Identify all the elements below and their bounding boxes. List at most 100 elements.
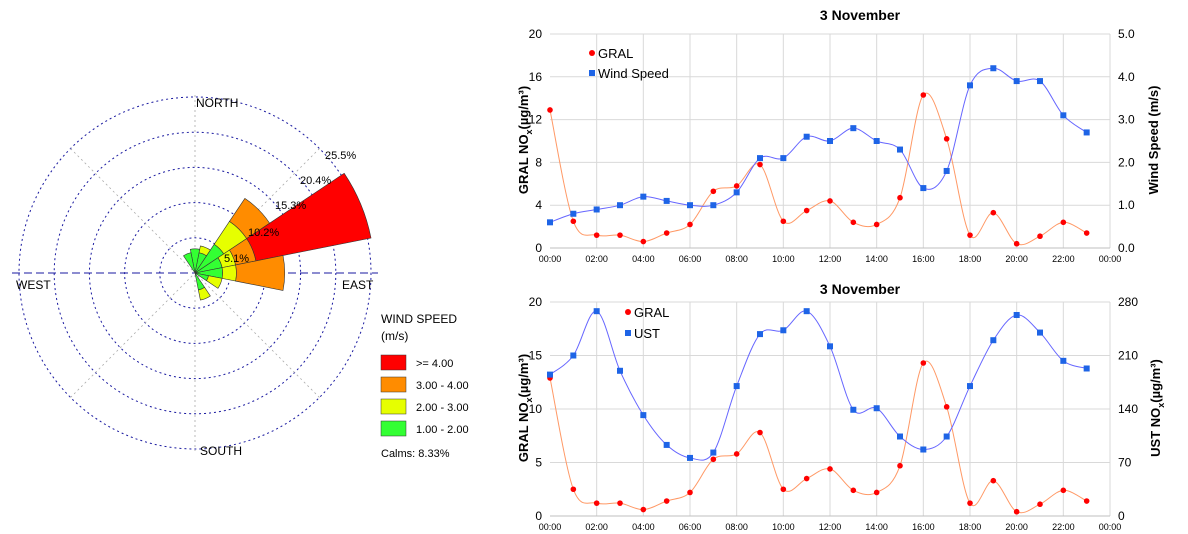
chart-title: 3 November xyxy=(820,7,901,23)
x-tick-label: 06:00 xyxy=(679,254,702,264)
y-tick-left: 4 xyxy=(535,198,542,212)
data-point-gral xyxy=(967,500,973,506)
x-tick-label: 18:00 xyxy=(959,254,982,264)
x-tick-label: 00:00 xyxy=(1099,522,1122,532)
data-point-gral xyxy=(1083,498,1090,504)
data-point-ust xyxy=(827,343,833,350)
x-tick-label: 00:00 xyxy=(539,522,562,532)
series-markers xyxy=(547,308,1090,515)
data-point-wind-speed xyxy=(570,210,577,217)
x-tick-label: 20:00 xyxy=(1005,254,1028,264)
data-point-ust xyxy=(733,383,740,390)
data-point-wind-speed xyxy=(943,167,950,174)
legend-label-1: >= 4.00 xyxy=(416,358,453,370)
data-point-wind-speed xyxy=(1060,112,1067,119)
data-point-gral xyxy=(757,161,763,168)
legend-marker-ust xyxy=(625,330,631,336)
data-point-wind-speed xyxy=(640,193,647,200)
data-point-gral xyxy=(593,500,600,506)
y-tick-left: 16 xyxy=(529,70,543,84)
x-axis: 00:00 02:00 04:00 06:00 08:00 10:00 12:00 14:00… xyxy=(539,247,1122,264)
y-tick-left: 12 xyxy=(529,113,543,127)
legend-marker-gral xyxy=(589,50,595,56)
y-tick-right: 2.0 xyxy=(1118,155,1135,169)
legend-label-gral: GRAL xyxy=(598,46,633,61)
data-point-gral xyxy=(827,198,833,204)
data-point-gral xyxy=(570,218,577,225)
data-point-wind-speed xyxy=(1083,129,1090,136)
data-point-gral xyxy=(663,498,670,504)
x-tick-label: 00:00 xyxy=(539,254,562,264)
data-point-gral xyxy=(1013,508,1020,515)
data-point-ust xyxy=(873,405,880,412)
x-axis: 00:00 02:00 04:00 06:00 08:00 10:00 12:00 14:00… xyxy=(539,515,1122,532)
data-point-gral xyxy=(1037,233,1043,240)
x-tick-label: 08:00 xyxy=(725,522,748,532)
data-point-wind-speed xyxy=(757,155,763,162)
rose-petal-8-band-1 xyxy=(183,252,196,274)
data-point-gral xyxy=(803,475,810,482)
rose-petal-3-band-3 xyxy=(235,255,285,291)
data-point-ust xyxy=(850,406,857,413)
data-point-gral xyxy=(897,462,903,469)
data-point-gral xyxy=(943,136,950,142)
data-point-ust xyxy=(1013,311,1020,318)
x-tick-label: 14:00 xyxy=(865,254,888,264)
y-tick-right: 210 xyxy=(1118,349,1138,363)
legend-swatch-1 xyxy=(380,354,407,371)
legend-label-gral: GRAL xyxy=(634,305,669,320)
x-tick-label: 02:00 xyxy=(585,254,608,264)
ring-label-5: 25.5% xyxy=(325,150,356,162)
direction-north: NORTH xyxy=(196,96,238,110)
data-point-wind-speed xyxy=(663,197,670,204)
x-tick-label: 00:00 xyxy=(1099,254,1122,264)
y-axis-right-label: UST NOx(µg/m³) xyxy=(1148,359,1166,457)
direction-south: SOUTH xyxy=(200,444,242,458)
data-point-gral xyxy=(897,194,903,201)
data-point-gral xyxy=(710,188,717,195)
data-point-wind-speed xyxy=(547,219,553,226)
x-tick-label: 22:00 xyxy=(1052,254,1075,264)
y-tick-right: 1.0 xyxy=(1118,198,1135,212)
data-point-gral xyxy=(757,429,763,436)
data-point-gral xyxy=(850,219,857,226)
y-tick-right: 0 xyxy=(1118,509,1125,523)
x-tick-label: 08:00 xyxy=(725,254,748,264)
x-tick-label: 10:00 xyxy=(772,522,795,532)
data-point-ust xyxy=(943,433,950,440)
y-tick-right: 140 xyxy=(1118,402,1138,416)
y-tick-left: 8 xyxy=(535,155,542,169)
data-point-gral xyxy=(873,221,880,228)
chart-title: 3 November xyxy=(820,281,901,297)
data-point-wind-speed xyxy=(873,138,880,144)
gridlines xyxy=(550,33,1111,248)
y-tick-right: 3.0 xyxy=(1118,113,1135,127)
x-tick-label: 10:00 xyxy=(772,254,795,264)
rose-petal-4-band-2 xyxy=(206,275,223,289)
series-line-gral xyxy=(549,360,1087,514)
data-point-gral xyxy=(990,477,997,484)
data-point-ust xyxy=(780,327,787,334)
data-point-gral xyxy=(617,232,623,238)
series-markers xyxy=(547,65,1090,247)
ring-label-1: 5.1% xyxy=(224,253,249,265)
rose-petal-6-band-2 xyxy=(198,245,211,257)
x-tick-label: 16:00 xyxy=(912,254,935,264)
x-tick-label: 04:00 xyxy=(632,522,655,532)
data-point-gral xyxy=(780,218,787,225)
data-point-gral xyxy=(570,486,577,493)
x-tick-label: 06:00 xyxy=(679,522,702,532)
data-point-ust xyxy=(1037,329,1043,336)
data-point-gral xyxy=(873,489,880,496)
data-point-wind-speed xyxy=(803,133,810,140)
data-point-wind-speed xyxy=(827,138,833,144)
y-tick-left: 20 xyxy=(529,295,543,309)
data-point-ust xyxy=(617,367,623,374)
rose-petal-2-band-3 xyxy=(229,197,271,239)
y-tick-right: 5.0 xyxy=(1118,27,1135,41)
x-tick-label: 02:00 xyxy=(585,522,608,532)
data-point-wind-speed xyxy=(733,189,740,196)
y-tick-left: 15 xyxy=(529,349,543,363)
data-point-gral xyxy=(827,466,833,472)
data-point-wind-speed xyxy=(990,65,997,72)
